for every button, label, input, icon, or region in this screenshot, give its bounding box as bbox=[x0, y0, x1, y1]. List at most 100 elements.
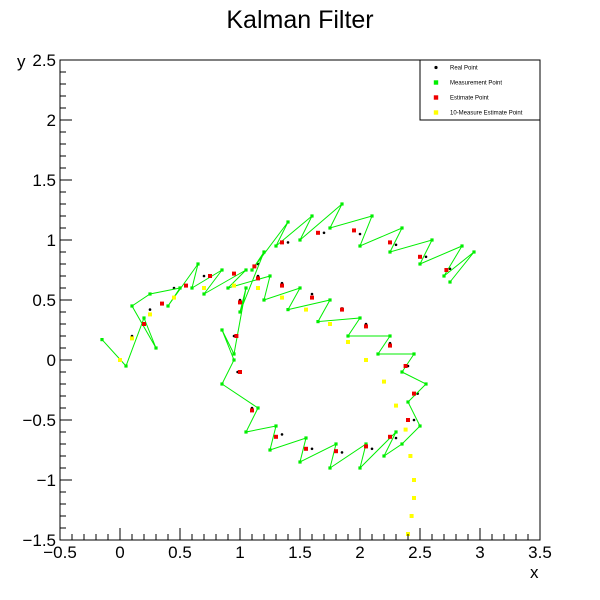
data-point bbox=[298, 238, 302, 242]
data-point bbox=[358, 466, 362, 470]
data-point bbox=[286, 241, 290, 244]
y-axis-label: y bbox=[17, 52, 26, 71]
series-group bbox=[118, 283, 416, 536]
data-point bbox=[340, 202, 344, 206]
legend-marker bbox=[433, 110, 439, 115]
data-point bbox=[274, 244, 278, 248]
data-point bbox=[220, 268, 224, 272]
data-point bbox=[388, 240, 392, 245]
data-point bbox=[310, 292, 314, 296]
data-point bbox=[346, 334, 350, 338]
data-point bbox=[430, 238, 434, 242]
data-point bbox=[328, 322, 332, 326]
data-point bbox=[412, 391, 416, 396]
y-tick-label: −1 bbox=[37, 471, 56, 490]
y-tick-label: −1.5 bbox=[22, 531, 56, 550]
data-point bbox=[232, 283, 236, 288]
data-point bbox=[322, 231, 326, 235]
data-point bbox=[238, 310, 242, 314]
data-point bbox=[208, 274, 212, 278]
data-point bbox=[400, 442, 404, 446]
data-point bbox=[394, 403, 398, 408]
data-point bbox=[234, 334, 239, 338]
data-point bbox=[448, 280, 452, 284]
data-point bbox=[403, 364, 408, 368]
data-point bbox=[412, 496, 416, 500]
y-tick-label: 1 bbox=[47, 231, 56, 250]
data-point bbox=[388, 343, 392, 348]
data-point bbox=[328, 298, 332, 302]
data-point bbox=[190, 286, 194, 290]
x-tick-label: 2.5 bbox=[408, 543, 432, 562]
data-point bbox=[226, 286, 230, 290]
data-point bbox=[202, 292, 206, 296]
data-point bbox=[172, 295, 176, 300]
data-point bbox=[280, 433, 284, 436]
series-group bbox=[118, 231, 452, 454]
data-point bbox=[328, 466, 332, 470]
data-point bbox=[424, 255, 428, 259]
y-axis: −1.5 −1 −0.5 0 0.5 1 1.5 2 2.5 bbox=[22, 51, 72, 550]
data-point bbox=[364, 442, 368, 446]
data-point bbox=[370, 447, 374, 451]
data-point bbox=[316, 230, 320, 235]
data-point bbox=[130, 336, 134, 341]
series-line bbox=[101, 203, 475, 470]
data-point bbox=[196, 262, 200, 266]
legend-box bbox=[419, 59, 541, 121]
data-point bbox=[252, 264, 257, 269]
data-point bbox=[394, 436, 398, 440]
data-point bbox=[124, 364, 128, 368]
data-point bbox=[403, 427, 408, 432]
data-point bbox=[382, 379, 386, 384]
x-axis-label: x bbox=[530, 563, 539, 582]
data-point bbox=[340, 451, 344, 454]
data-point bbox=[358, 316, 362, 320]
data-point bbox=[310, 447, 314, 451]
y-tick-label: 1.5 bbox=[32, 171, 56, 190]
data-point bbox=[244, 286, 248, 290]
data-point bbox=[100, 338, 104, 342]
data-point bbox=[328, 226, 332, 230]
data-point bbox=[394, 430, 398, 434]
x-tick-label: 2 bbox=[355, 543, 364, 562]
data-point bbox=[406, 400, 410, 404]
data-point bbox=[370, 214, 374, 218]
data-point bbox=[268, 274, 272, 278]
data-point bbox=[184, 283, 188, 288]
legend: Real Point Measurement Point Estimate Poin… bbox=[419, 59, 541, 121]
series-group bbox=[100, 202, 476, 470]
data-point bbox=[412, 478, 416, 482]
data-point bbox=[352, 228, 356, 233]
data-point bbox=[364, 324, 368, 329]
y-tick-label: 2.5 bbox=[32, 51, 56, 70]
data-point bbox=[130, 304, 134, 308]
data-point bbox=[262, 250, 266, 254]
legend-marker bbox=[434, 65, 438, 70]
x-tick-label: 0 bbox=[115, 543, 124, 562]
data-point bbox=[280, 283, 284, 288]
data-point bbox=[250, 268, 254, 272]
data-point bbox=[148, 312, 152, 317]
data-point bbox=[262, 298, 266, 302]
data-point bbox=[244, 268, 248, 272]
legend-marker bbox=[433, 95, 439, 100]
data-point bbox=[412, 352, 416, 356]
data-point bbox=[160, 301, 164, 306]
data-point bbox=[418, 424, 422, 428]
data-point bbox=[358, 244, 362, 248]
data-point bbox=[154, 346, 158, 350]
data-point bbox=[232, 271, 236, 276]
data-point bbox=[382, 454, 386, 458]
data-point bbox=[244, 430, 248, 434]
data-point bbox=[316, 320, 320, 324]
data-point bbox=[232, 352, 236, 356]
plot-frame bbox=[59, 59, 541, 541]
data-point bbox=[232, 358, 236, 362]
data-point bbox=[286, 308, 290, 312]
data-point bbox=[148, 308, 152, 311]
legend-marker bbox=[433, 80, 439, 85]
y-tick-label: 0.5 bbox=[32, 291, 56, 310]
series-group bbox=[142, 228, 449, 454]
